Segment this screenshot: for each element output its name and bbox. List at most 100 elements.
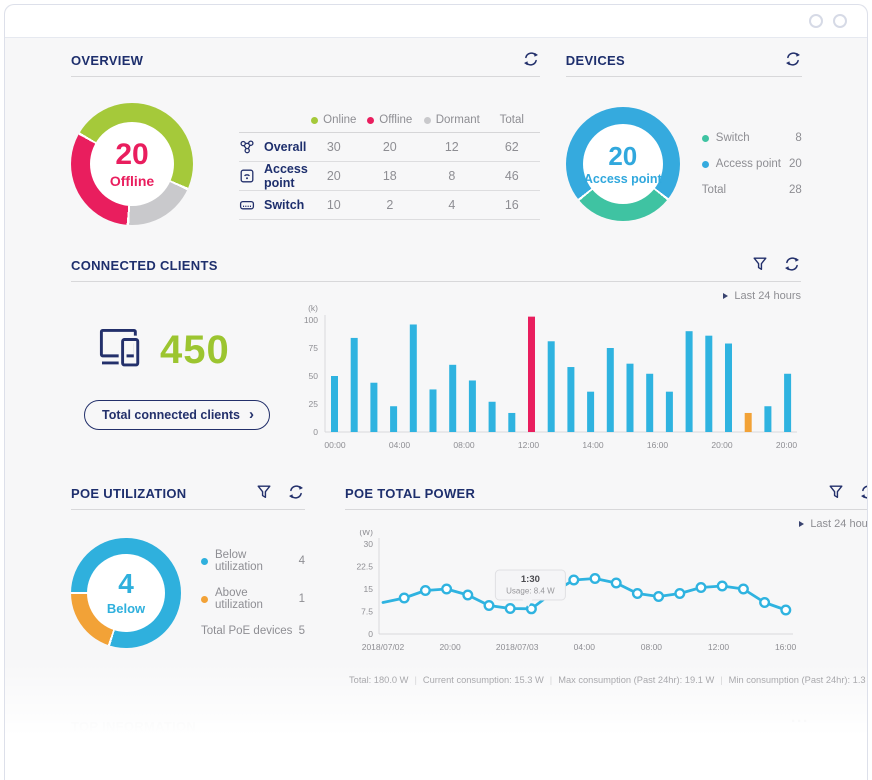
filter-icon[interactable] (752, 256, 768, 272)
bar[interactable] (646, 373, 654, 432)
line-point[interactable] (398, 592, 410, 604)
bar[interactable] (685, 331, 693, 432)
bar[interactable] (725, 343, 732, 432)
bar[interactable] (764, 406, 772, 432)
line-point[interactable] (419, 585, 431, 597)
svg-text:12:00: 12:00 (518, 440, 540, 450)
svg-text:15: 15 (364, 584, 374, 594)
status-dot-icon (311, 116, 319, 124)
donut-center-value: 20 (115, 137, 149, 171)
refresh-icon[interactable] (784, 50, 802, 68)
time-range-selector[interactable]: Last 24 hours (345, 518, 867, 530)
overview-panel-title: OVERVIEW (71, 53, 144, 68)
svg-text:25: 25 (309, 399, 319, 409)
bar[interactable] (567, 367, 575, 432)
line-point[interactable] (525, 603, 537, 615)
svg-text:20:00: 20:00 (776, 440, 798, 450)
total-connected-clients-button[interactable]: Total connected clients (84, 400, 270, 430)
table-cell-value: 2 (386, 198, 394, 212)
legend-dot-icon (701, 160, 709, 168)
bar[interactable] (468, 380, 476, 432)
devices-panel: DEVICES (565, 50, 802, 225)
svg-text:08:00: 08:00 (641, 642, 663, 652)
line-point[interactable] (441, 583, 453, 595)
table-cell-value: 20 (326, 169, 341, 183)
time-range-selector[interactable]: Last 24 hours (71, 290, 801, 302)
devices-legend: Switch 8 Access point 20 Total 28 (701, 132, 802, 196)
poe-power-stats: Total: 180.0 W | Current consumption: 15.3… (345, 675, 867, 685)
line-point[interactable] (610, 577, 622, 589)
more-dots-icon (791, 713, 809, 730)
bar[interactable] (528, 316, 535, 432)
line-point[interactable] (483, 599, 495, 611)
filter-icon[interactable] (256, 484, 272, 500)
legend-dot-icon (201, 557, 208, 565)
line-point[interactable] (653, 591, 665, 603)
table-header-cell: Dormant (420, 114, 484, 126)
window-control-icon[interactable] (809, 14, 823, 28)
row-label: Switch (264, 198, 305, 212)
line-point[interactable] (737, 583, 749, 595)
next-section-faded: TOP INFORMATION (71, 719, 801, 749)
line-point[interactable] (780, 604, 792, 616)
line-point[interactable] (674, 588, 686, 600)
donut-center: 20 Offline (90, 122, 174, 206)
line-point[interactable] (631, 588, 643, 600)
overview-panel: OVERVIEW (71, 50, 540, 225)
refresh-icon[interactable] (522, 50, 540, 68)
refresh-icon[interactable] (287, 483, 305, 501)
svg-text:16:00: 16:00 (647, 440, 669, 450)
line-point[interactable] (462, 589, 474, 601)
bar[interactable] (784, 373, 792, 432)
bar[interactable] (587, 391, 595, 432)
line-point[interactable] (695, 582, 707, 594)
bar[interactable] (449, 364, 457, 432)
svg-text:20:00: 20:00 (711, 440, 733, 450)
svg-text:2018/07/02: 2018/07/02 (362, 642, 405, 652)
filter-icon[interactable] (828, 484, 844, 500)
bar[interactable] (547, 341, 555, 432)
donut-center-label: Offline (109, 172, 155, 189)
line-point[interactable] (716, 580, 728, 592)
bar[interactable] (350, 337, 358, 432)
bar[interactable] (390, 406, 398, 432)
legend-value: 5 (298, 625, 305, 637)
bar[interactable] (488, 401, 496, 432)
legend-item: Access point 20 (701, 158, 802, 170)
poe-total-power-title: POE TOTAL POWER (345, 486, 476, 501)
bar[interactable] (370, 382, 378, 432)
status-dot-icon (367, 116, 375, 124)
window-control-icon[interactable] (833, 14, 847, 28)
line-point[interactable] (759, 596, 771, 608)
legend-label: Access point (715, 158, 781, 170)
connected-clients-bar-chart: 100 75 50 25 0 (k) 00:00 04:00 08:00 12:00 14:00 16… (304, 303, 798, 450)
bar[interactable] (409, 324, 417, 432)
bar[interactable] (606, 348, 614, 432)
connected-clients-panel: CONNECTED CLIENTS (71, 255, 801, 457)
table-cell-value: 8 (448, 169, 456, 183)
line-point[interactable] (589, 573, 601, 585)
line-point[interactable] (568, 574, 580, 586)
poe-utilization-title: POE UTILIZATION (71, 486, 187, 501)
bar[interactable] (626, 363, 634, 432)
refresh-icon[interactable] (859, 483, 867, 501)
svg-text:75: 75 (309, 343, 319, 353)
connected-clients-header: CONNECTED CLIENTS (71, 255, 801, 282)
donut-center-label: Access point (583, 171, 662, 186)
donut-center: 4 Below (87, 554, 165, 632)
bar[interactable] (665, 391, 673, 432)
svg-text:0: 0 (368, 629, 373, 639)
access-point-icon (239, 168, 255, 184)
bar[interactable] (429, 389, 437, 432)
bar[interactable] (744, 412, 752, 432)
legend-label: Total PoE devices (201, 625, 293, 637)
refresh-icon[interactable] (783, 255, 801, 273)
bar[interactable] (508, 412, 516, 432)
bar[interactable] (705, 335, 713, 432)
app-window: OVERVIEW (4, 4, 868, 780)
triangle-right-icon (723, 293, 729, 299)
bar[interactable] (331, 376, 338, 432)
line-point[interactable] (504, 602, 516, 614)
devices-panel-header: DEVICES (565, 50, 802, 77)
stat-divider: | (720, 675, 723, 685)
